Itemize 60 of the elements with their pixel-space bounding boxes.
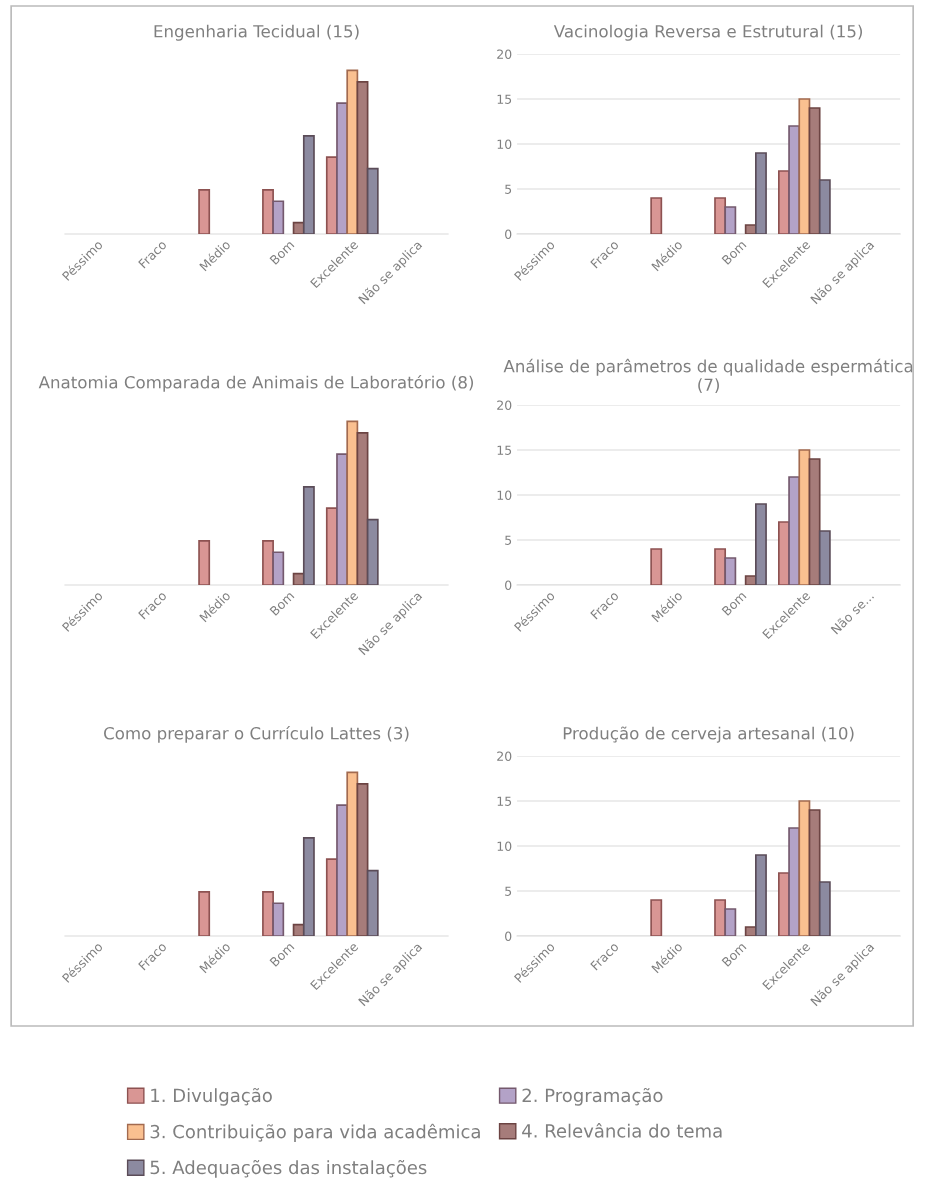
bar [650,197,663,234]
y-tick-label: 15 [497,796,512,806]
y-tick-label: 0 [505,229,512,239]
bar [346,69,359,234]
bar [818,530,831,585]
y-tick-label: 20 [497,49,512,59]
bar [302,134,315,234]
bar [198,539,211,585]
y-tick-label: 5 [505,886,512,896]
bar [366,869,379,936]
y-tick-label: 20 [497,751,512,761]
bar [798,98,811,234]
bar [724,557,737,585]
bar [346,420,359,585]
bar [724,908,737,936]
bar [302,836,315,936]
legend-label: 4. Relevância do tema [522,1123,722,1138]
bar [272,551,285,585]
bar [272,200,285,234]
bar [755,503,767,585]
bar [198,188,211,234]
bar [798,800,811,936]
legend-label: 2. Programação [522,1087,663,1106]
y-tick-label: 5 [505,184,512,194]
bar [818,179,831,234]
bar [755,854,767,936]
bar [808,458,821,585]
bar [818,881,831,936]
chart-title: Produção de cerveja artesanal (10) [563,726,854,743]
bar [650,548,663,585]
legend-label: 1. Divulgação [151,1087,272,1106]
y-tick-label: 10 [497,490,512,500]
bar [808,809,821,936]
bar [302,485,315,585]
y-tick-label: 10 [497,841,512,851]
chart-title: Engenharia Tecidual (15) [154,24,359,41]
bar [272,902,285,936]
legend-label: 3. Contribuição para vida acadêmica [150,1123,480,1142]
bar [366,518,379,585]
y-tick-label: 5 [505,535,512,545]
bar [346,771,359,936]
bar [808,107,821,234]
y-tick-label: 20 [497,400,512,410]
y-tick-label: 15 [497,94,512,104]
legend-label: 5. Adequações das instalações [150,1159,427,1178]
x-tick-label: Não se... [830,590,875,635]
chart-title: Vacinologia Reversa e Estrutural (15) [553,24,863,41]
y-tick-label: 0 [505,931,512,941]
chart-title: Análise de parâmetros de qualidade espermática (7) [503,358,913,394]
chart-title: Como preparar o Currículo Lattes (3) [104,726,409,743]
bar [798,449,811,585]
y-tick-label: 0 [505,580,512,590]
y-tick-label: 10 [497,139,512,149]
y-tick-label: 15 [497,445,512,455]
bar [198,890,211,936]
chart-title: Anatomia Comparada de Animais de Laboratório (8) [38,375,474,392]
bar [366,167,379,234]
bar [650,899,663,936]
bar [724,206,737,234]
bar [755,152,767,234]
